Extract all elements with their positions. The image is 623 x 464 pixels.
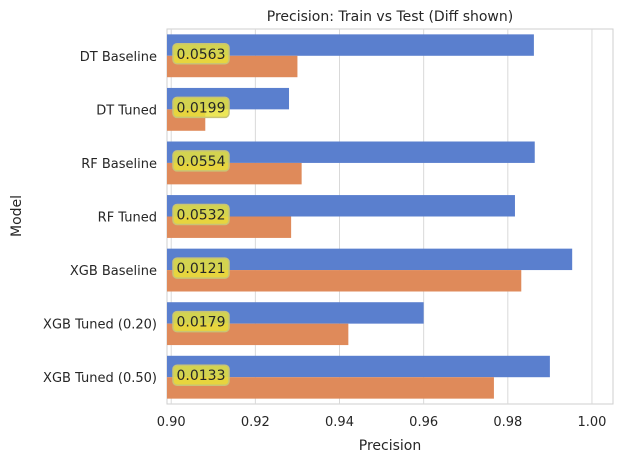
y-tick-label: XGB Tuned (0.20) bbox=[43, 318, 157, 333]
train-bar bbox=[167, 248, 573, 271]
diff-annotation-text: 0.0121 bbox=[177, 261, 226, 277]
y-tick-labels: DT Baseline DT Tuned RF Baseline RF Tuned XG… bbox=[43, 50, 157, 386]
train-bar bbox=[167, 302, 424, 324]
diff-annotation: 0.0563 bbox=[172, 43, 230, 65]
x-tick-label: 0.90 bbox=[157, 415, 186, 430]
train-bar bbox=[167, 355, 550, 378]
train-bar bbox=[167, 195, 515, 217]
y-tick-label: DT Tuned bbox=[96, 103, 157, 118]
diff-annotation-text: 0.0554 bbox=[177, 154, 226, 170]
x-tick-label: 0.98 bbox=[493, 415, 522, 430]
y-tick-label: RF Tuned bbox=[98, 211, 157, 226]
test-bar bbox=[167, 377, 494, 399]
diff-annotation-text: 0.0532 bbox=[177, 208, 226, 224]
diff-annotation: 0.0179 bbox=[172, 310, 230, 333]
diff-annotation: 0.0199 bbox=[172, 96, 230, 119]
diff-annotation-box bbox=[172, 43, 230, 65]
y-tick-label: DT Baseline bbox=[80, 50, 157, 65]
x-tick-label: 0.94 bbox=[325, 415, 354, 430]
diff-annotation-text: 0.0133 bbox=[177, 368, 226, 384]
annotations-group: 0.0563 0.0199 0.0554 0.0532 0.0121 0.0179 0.01… bbox=[172, 43, 230, 386]
test-bar bbox=[167, 270, 522, 292]
diff-annotation-box bbox=[172, 203, 230, 226]
diff-annotation-box bbox=[172, 310, 230, 333]
diff-annotation: 0.0121 bbox=[172, 257, 230, 279]
diff-annotation-box bbox=[172, 150, 230, 172]
y-tick-label: XGB Baseline bbox=[70, 264, 157, 279]
x-tick-label: 0.92 bbox=[241, 415, 270, 430]
y-tick-label: RF Baseline bbox=[81, 157, 157, 172]
diff-annotation: 0.0532 bbox=[172, 203, 230, 226]
diff-annotation-box bbox=[172, 364, 230, 386]
diff-annotation-box bbox=[172, 257, 230, 279]
y-tick-label: XGB Tuned (0.50) bbox=[43, 371, 157, 386]
x-tick-labels: 0.90 0.92 0.94 0.96 0.98 1.00 bbox=[157, 415, 607, 430]
diff-annotation-text: 0.0199 bbox=[177, 100, 226, 116]
diff-annotation-text: 0.0563 bbox=[177, 47, 226, 63]
x-tick-label: 1.00 bbox=[577, 415, 606, 430]
x-axis-label: Precision bbox=[359, 438, 421, 454]
diff-annotation: 0.0133 bbox=[172, 364, 230, 386]
y-axis-label: Model bbox=[9, 195, 25, 237]
x-tick-label: 0.96 bbox=[409, 415, 438, 430]
train-bar bbox=[167, 34, 534, 56]
diff-annotation-box bbox=[172, 96, 230, 119]
diff-annotation: 0.0554 bbox=[172, 150, 230, 172]
chart-title: Precision: Train vs Test (Diff shown) bbox=[267, 9, 513, 25]
diff-annotation-text: 0.0179 bbox=[177, 315, 226, 331]
train-bar bbox=[167, 141, 535, 163]
